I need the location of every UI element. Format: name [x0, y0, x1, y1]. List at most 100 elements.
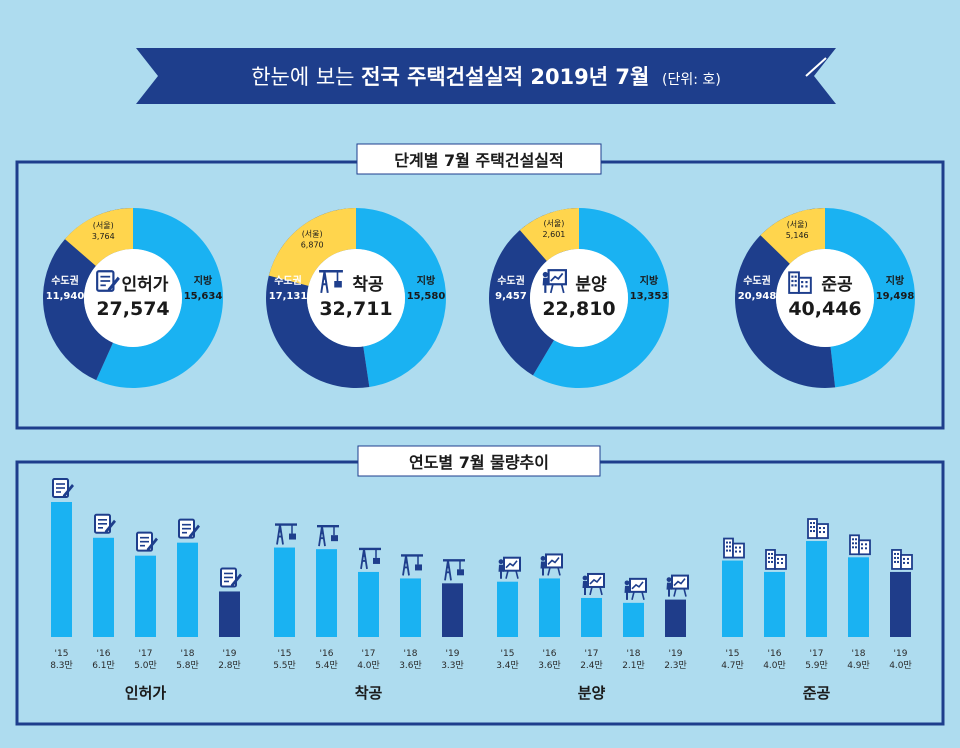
permit-icon	[94, 513, 117, 535]
donut-total: 32,711	[319, 298, 392, 320]
value-seoul: 2,601	[542, 230, 565, 239]
bar	[623, 602, 644, 637]
value-seoul: 3,764	[92, 232, 115, 241]
bar	[665, 599, 686, 637]
section-donuts-title: 단계별 7월 주택건설실적	[394, 151, 563, 170]
label-local: 지방	[886, 274, 905, 287]
bar-year: '18	[181, 649, 195, 659]
building-icon	[849, 534, 871, 556]
donut-charts: 인허가 27,574 지방 15,634 수도권 11,940 (서울) 3,764 착공 32,…	[42, 208, 915, 389]
bar-year: '19	[223, 649, 237, 659]
slice-seoul	[519, 208, 579, 262]
bar-year: '17	[362, 649, 376, 659]
bar-value: 5.0만	[134, 660, 157, 671]
bar-year: '19	[669, 649, 683, 659]
bar	[51, 502, 72, 637]
value-local: 13,353	[630, 291, 669, 302]
label-local: 지방	[417, 274, 436, 287]
donut-total: 40,446	[788, 298, 861, 320]
building-icon	[807, 518, 829, 539]
permit-icon	[136, 531, 159, 553]
bar-year: '17	[810, 649, 824, 659]
bar-value: 4.0만	[357, 660, 380, 671]
bar-value: 3.6만	[399, 660, 422, 671]
slice-local	[356, 208, 447, 388]
bar-year: '19	[446, 649, 460, 659]
bar-value: 6.1만	[92, 660, 115, 671]
bar	[848, 557, 869, 637]
title-banner: 한눈에 보는 전국 주택건설실적 2019년 7월 (단위: 호)	[136, 48, 836, 104]
value-metro: 11,940	[46, 291, 85, 302]
title-main: 전국 주택건설실적 2019년 7월	[361, 65, 649, 89]
bar-year: '18	[852, 649, 866, 659]
bar-year: '15	[726, 649, 740, 659]
bar-value: 4.0만	[889, 660, 912, 671]
bar	[581, 597, 602, 637]
section-bars-tab	[357, 445, 601, 477]
bar-value: 2.1만	[622, 660, 645, 671]
bar-year: '19	[894, 649, 908, 659]
bar	[806, 541, 827, 637]
bar-year: '15	[55, 649, 69, 659]
value-seoul: 6,870	[301, 241, 324, 250]
building-icon	[723, 537, 745, 559]
bar-value: 2.4만	[580, 660, 603, 671]
donut-2: 착공 32,711 지방 15,580 수도권 17,131 (서울) 6,870	[266, 208, 447, 388]
label-metro: 수도권	[743, 275, 771, 287]
permit-icon	[52, 478, 75, 499]
bar-year: '16	[320, 649, 334, 659]
donut-3: 분양 22,810 지방 13,353 수도권 9,457 (서울) 2,601	[488, 208, 669, 388]
bar-value: 5.8만	[176, 660, 199, 671]
donut-name: 착공	[352, 275, 384, 295]
building-icon	[891, 549, 913, 570]
donut-center	[307, 249, 405, 347]
bar-value: 4.9만	[847, 660, 870, 671]
bar-year: '15	[278, 649, 292, 659]
slice-local	[825, 208, 915, 388]
bar-group-label: 착공	[355, 684, 383, 702]
bar-group-label: 준공	[803, 684, 831, 702]
bar-value: 8.3만	[50, 660, 73, 671]
crane-icon	[316, 524, 340, 548]
slice-seoul	[268, 208, 356, 286]
presentation-icon	[665, 574, 689, 598]
bar-year: '15	[501, 649, 515, 659]
bar	[219, 591, 240, 637]
label-local: 지방	[640, 274, 659, 287]
crane-icon	[442, 559, 466, 582]
label-seoul: (서울)	[787, 220, 808, 229]
bar-value: 3.3만	[441, 660, 464, 671]
bar-value: 3.6만	[538, 660, 561, 671]
bar	[358, 571, 379, 637]
bar	[400, 578, 421, 637]
label-local: 지방	[194, 274, 213, 287]
slice-metro	[734, 208, 836, 389]
bar	[539, 578, 560, 637]
label-metro: 수도권	[51, 275, 79, 287]
section-donuts-tab	[356, 143, 602, 175]
value-metro: 20,948	[738, 291, 777, 302]
crane-icon	[274, 523, 298, 546]
value-local: 19,498	[876, 291, 915, 302]
crane-icon	[358, 547, 382, 570]
bar-year: '17	[585, 649, 599, 659]
bar	[135, 555, 156, 637]
slice-local	[532, 208, 669, 388]
donut-4: 준공 40,446 지방 19,498 수도권 20,948 (서울) 5,146	[734, 208, 915, 389]
bar-value: 5.9만	[805, 660, 828, 671]
title-prefix: 한눈에 보는	[251, 65, 361, 89]
bar	[764, 571, 785, 637]
bar-value: 2.3만	[664, 660, 687, 671]
bar-year: '17	[139, 649, 153, 659]
slice-seoul	[64, 208, 133, 266]
value-seoul: 5,146	[786, 231, 809, 240]
donut-name: 인허가	[122, 275, 169, 295]
bar-group-label: 인허가	[125, 684, 167, 702]
bar-value: 5.4만	[315, 660, 338, 671]
donut-name: 준공	[821, 275, 853, 295]
bar-year: '16	[97, 649, 111, 659]
